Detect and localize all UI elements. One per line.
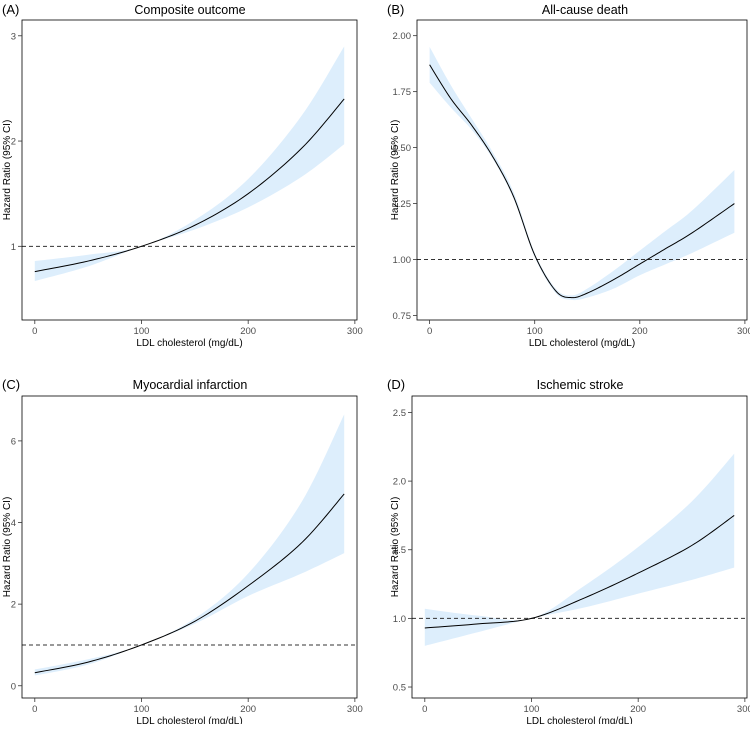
x-axis-title: LDL cholesterol (mg/dL)	[529, 338, 635, 349]
x-tick-label: 0	[422, 704, 427, 715]
x-tick-label: 300	[737, 326, 750, 337]
y-tick-label: 2.00	[393, 31, 412, 42]
y-tick-label: 1.0	[393, 614, 406, 625]
y-tick-label: 0.75	[393, 311, 412, 322]
y-axis-title: Hazard Ratio (95% CI)	[390, 497, 401, 598]
y-axis-title: Hazard Ratio (95% CI)	[2, 497, 13, 598]
y-tick-label: 1.75	[393, 87, 412, 98]
hazard-ratio-line	[424, 515, 735, 629]
x-tick-label: 0	[32, 704, 37, 715]
x-tick-label: 100	[527, 326, 543, 337]
chart-title: All-cause death	[542, 3, 628, 17]
y-tick-label: 2	[11, 137, 16, 148]
x-tick-label: 300	[347, 326, 363, 337]
y-axis-title: Hazard Ratio (95% CI)	[2, 120, 13, 221]
y-axis-title: Hazard Ratio (95% CI)	[390, 120, 401, 221]
chart-title: Ischemic stroke	[537, 378, 624, 392]
confidence-band	[429, 46, 735, 301]
y-tick-label: 2	[11, 600, 16, 611]
hazard-ratio-line	[34, 493, 345, 674]
chart-panel-d: (D) Ischemic stroke 0 100 200 300 0.5 1.0 1.5 2.0…	[387, 377, 750, 727]
hazard-ratio-line	[429, 64, 735, 299]
chart-panel-b: (B) All-cause death 0 100 200 300 0.75 1.00 1.25…	[387, 2, 750, 349]
x-tick-label: 300	[347, 704, 363, 715]
plot-frame	[411, 395, 748, 699]
x-tick-label: 100	[524, 704, 540, 715]
y-tick-label: 3	[11, 31, 16, 42]
x-axis-title: LDL cholesterol (mg/dL)	[526, 716, 632, 724]
chart-title: Myocardial infarction	[133, 378, 248, 392]
x-tick-label: 100	[134, 704, 150, 715]
y-tick-label: 2.0	[393, 477, 406, 488]
x-tick-label: 0	[32, 326, 37, 337]
hazard-ratio-line	[34, 98, 345, 273]
x-axis-title: LDL cholesterol (mg/dL)	[136, 338, 242, 349]
x-tick-label: 300	[737, 704, 750, 715]
y-tick-label: 6	[11, 436, 16, 447]
chart-panel-a: (A) Composite outcome 0 100 200 300 1 2 3 LDL cho…	[2, 2, 363, 349]
plot-frame	[21, 395, 358, 699]
y-tick-label: 0.5	[393, 683, 406, 694]
y-tick-label: 2.5	[393, 408, 406, 419]
confidence-band	[424, 453, 735, 646]
x-axis-title: LDL cholesterol (mg/dL)	[136, 716, 242, 724]
y-tick-label: 1.50	[393, 143, 412, 154]
panel-label: (D)	[387, 377, 405, 392]
y-tick-label: 1.00	[393, 255, 412, 266]
plot-frame	[416, 19, 748, 321]
x-tick-label: 200	[240, 704, 256, 715]
x-tick-label: 0	[427, 326, 432, 337]
y-tick-label: 1.25	[393, 199, 412, 210]
x-tick-label: 100	[134, 326, 150, 337]
y-tick-label: 4	[11, 518, 16, 529]
confidence-band	[34, 414, 345, 676]
chart-panel-c: (C) Myocardial infarction 0 100 200 300 0 2 4 6 LD…	[2, 377, 363, 727]
chart-title: Composite outcome	[134, 3, 245, 17]
x-tick-label: 200	[240, 326, 256, 337]
y-tick-label: 0	[11, 681, 16, 692]
plot-frame	[21, 19, 358, 321]
x-tick-label: 200	[632, 326, 648, 337]
panel-label: (C)	[2, 377, 20, 392]
y-tick-label: 1.5	[393, 545, 406, 556]
panel-label: (B)	[387, 2, 404, 17]
x-tick-label: 200	[630, 704, 646, 715]
panel-label: (A)	[2, 2, 19, 17]
confidence-band	[34, 46, 345, 282]
y-tick-label: 1	[11, 242, 16, 253]
